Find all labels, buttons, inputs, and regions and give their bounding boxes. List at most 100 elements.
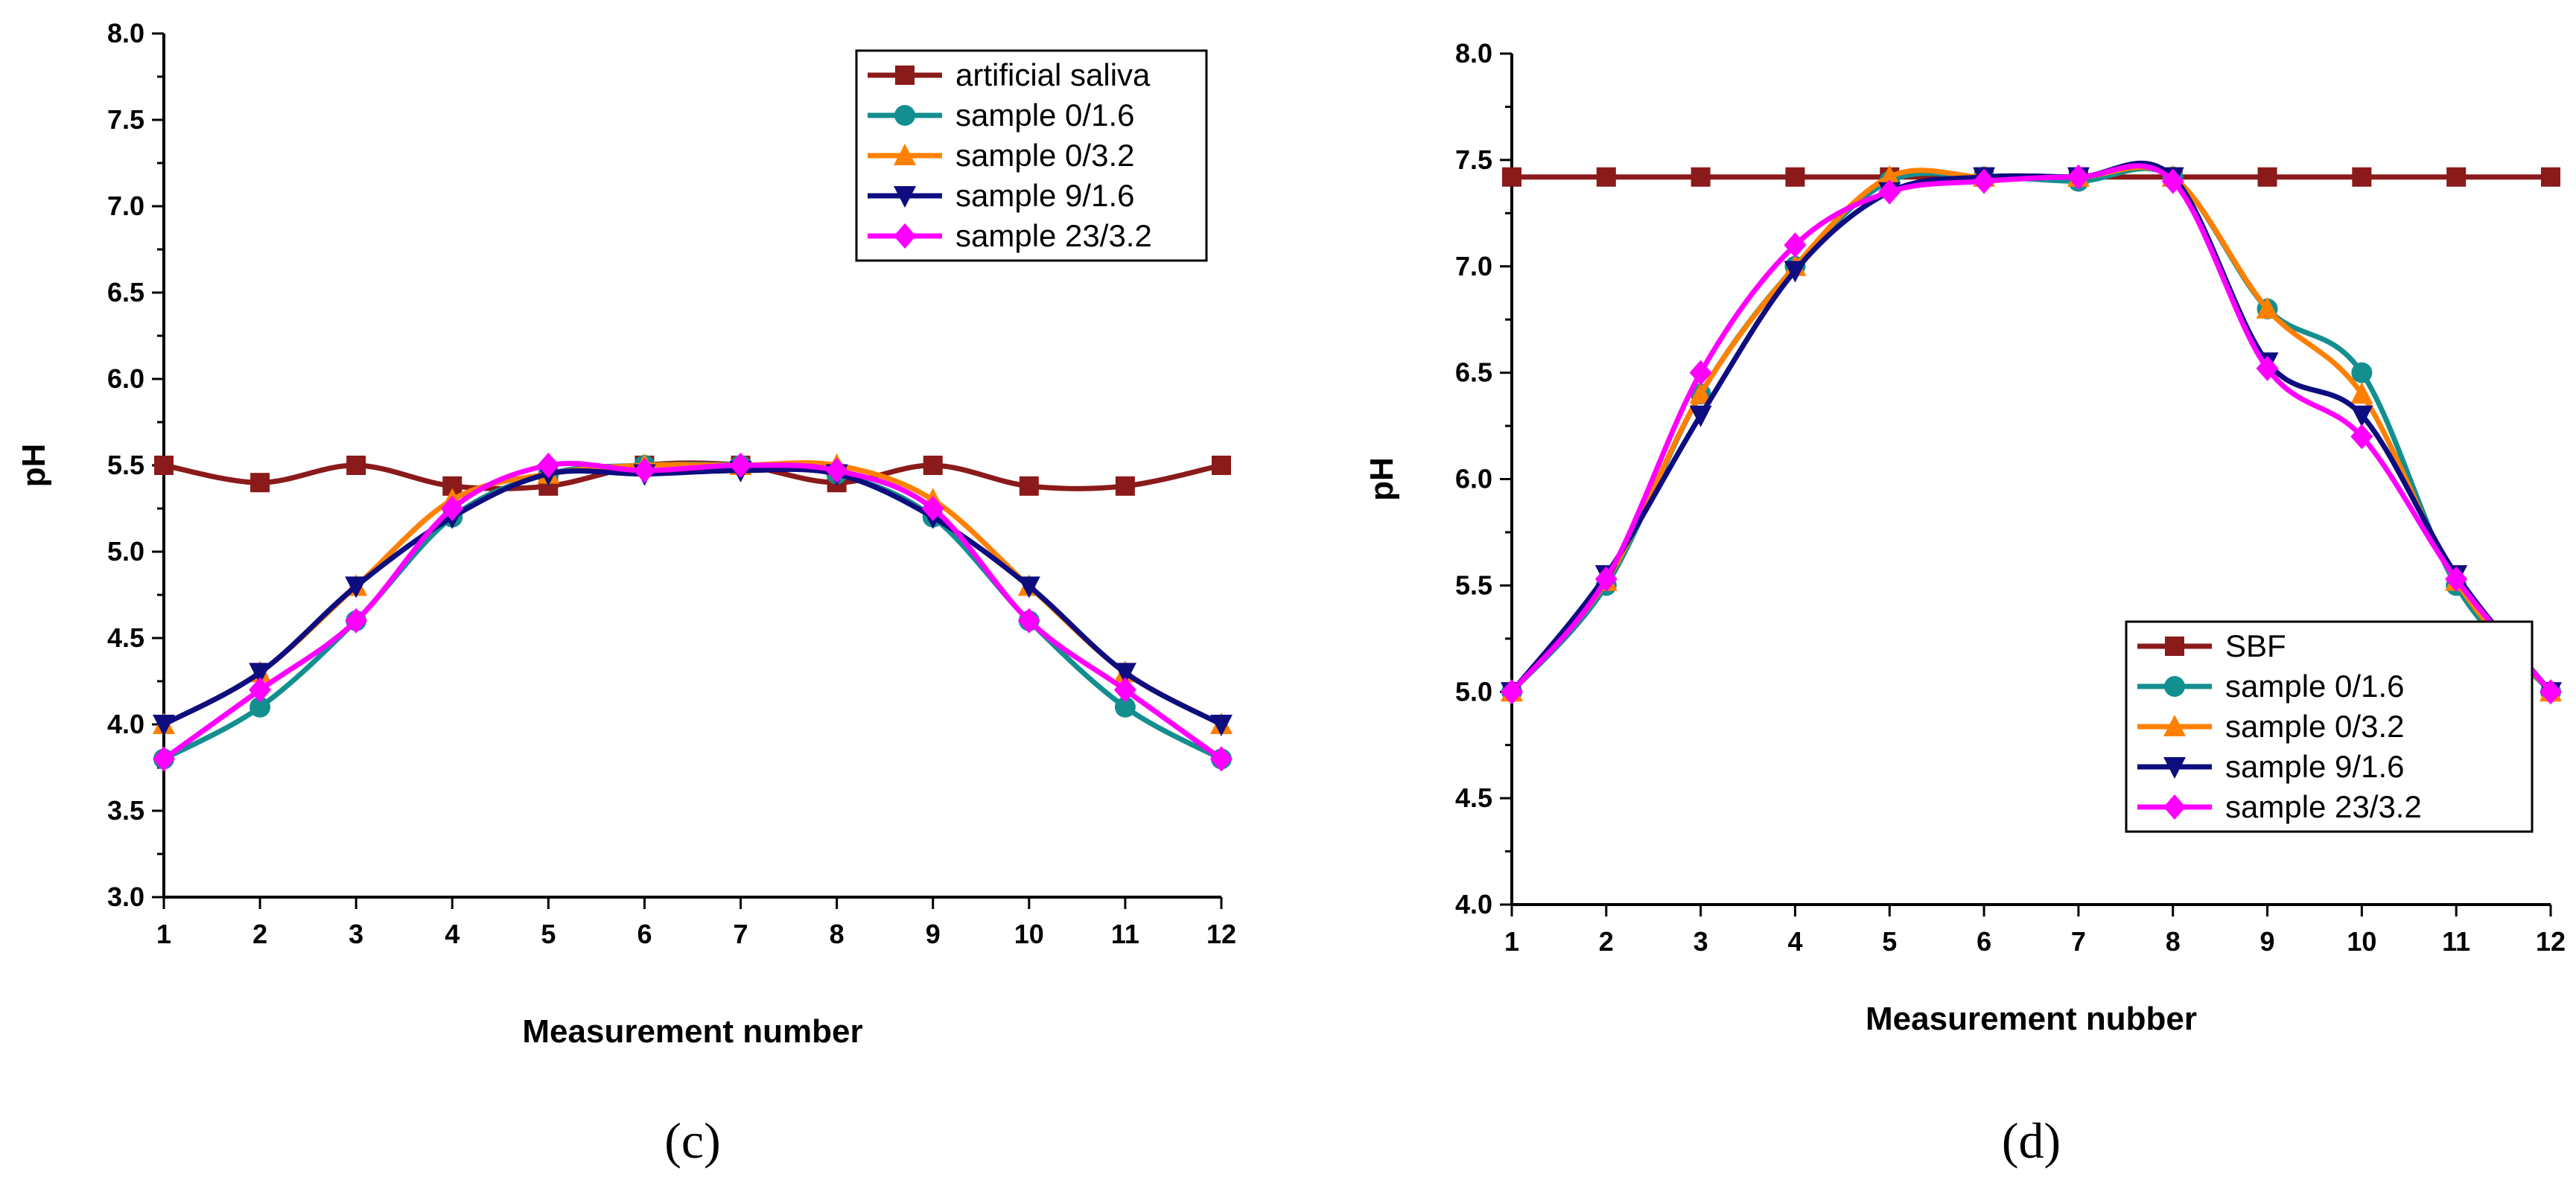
y-axis-title: pH <box>16 444 52 488</box>
data-point <box>2445 566 2468 592</box>
data-point <box>153 746 175 772</box>
data-point <box>2351 362 2373 383</box>
data-point <box>2350 382 2373 404</box>
data-point <box>345 608 368 634</box>
legend-label: sample 23/3.2 <box>2225 789 2422 824</box>
series-sample-0-3-2 <box>153 453 1233 734</box>
y-axis-title: pH <box>1364 457 1400 501</box>
data-point <box>153 715 175 736</box>
chart-panel-d: 4.04.55.05.56.06.57.07.58.01 2 3 4 5 6 7 8 9 10 11… <box>1364 38 2566 1169</box>
series-line-sample-23-3-2 <box>161 461 1224 762</box>
legend-label: sample 9/1.6 <box>955 178 1134 213</box>
y-tick-label: 6.5 <box>107 277 144 307</box>
x-tick-label: 3 <box>349 919 363 949</box>
data-point <box>921 496 944 521</box>
x-tick-label: 5 <box>541 919 556 949</box>
data-point <box>1019 476 1039 496</box>
data-point <box>633 457 656 483</box>
series-line-sample-9-1-6 <box>161 466 1224 727</box>
x-tick-label: 3 <box>1694 926 1708 957</box>
data-point <box>1689 405 1712 427</box>
series-line-sample-9-1-6 <box>1509 160 2554 695</box>
x-tick-label: 2 <box>252 919 267 949</box>
data-point <box>346 456 366 475</box>
x-tick-label: 10 <box>1014 919 1044 949</box>
data-point <box>1973 168 1996 194</box>
x-tick-label: 5 <box>1882 926 1897 957</box>
legend-marker <box>895 66 915 85</box>
series-sample-0-1-6 <box>153 455 1232 770</box>
data-point <box>1017 608 1040 634</box>
data-point <box>1878 179 1901 205</box>
data-point <box>249 696 271 718</box>
x-tick-label: 6 <box>637 919 652 949</box>
data-point <box>1113 663 1136 685</box>
data-point <box>2256 355 2279 381</box>
legend-marker <box>894 186 916 208</box>
x-tick-label: 12 <box>1206 919 1236 949</box>
x-axis-title: Measurement nubber <box>1866 1001 2197 1037</box>
legend-label: SBF <box>2225 628 2286 663</box>
x-tick-label: 11 <box>1111 919 1139 949</box>
data-point <box>1501 679 1523 705</box>
y-tick-label: 4.5 <box>1455 782 1492 813</box>
data-point <box>1689 382 1712 404</box>
legend-marker <box>894 144 916 165</box>
data-point <box>1502 167 1521 187</box>
data-point <box>923 456 943 475</box>
data-point <box>2161 168 2184 194</box>
data-point <box>1691 167 1711 187</box>
data-point <box>249 663 272 685</box>
y-tick-label: 8.0 <box>1455 38 1492 68</box>
data-point <box>729 453 752 478</box>
data-point <box>154 456 174 475</box>
data-point <box>1017 576 1040 599</box>
legend-marker <box>2163 715 2186 736</box>
legend-marker <box>2165 637 2184 656</box>
legend-marker <box>2163 794 2186 820</box>
y-tick-label: 6.0 <box>1455 464 1492 494</box>
data-point <box>1114 696 1136 718</box>
series-line-sample-0-1-6 <box>1509 165 2554 695</box>
series-sample-9-1-6 <box>153 460 1233 736</box>
data-point <box>2256 296 2279 319</box>
data-point <box>1210 746 1233 772</box>
data-point <box>1113 677 1136 703</box>
data-point <box>1785 167 1805 187</box>
x-tick-label: 1 <box>156 919 171 949</box>
data-point <box>537 453 560 478</box>
data-point <box>1210 715 1233 736</box>
series-sample-23-3-2 <box>1501 163 2562 705</box>
x-tick-label: 2 <box>1599 926 1614 957</box>
data-point <box>2541 167 2560 187</box>
data-point <box>1596 167 1616 187</box>
series-line-sample-0-3-2 <box>1509 165 2554 695</box>
x-tick-label: 9 <box>2260 926 2275 957</box>
y-tick-label: 7.0 <box>107 191 144 221</box>
y-tick-label: 6.5 <box>1455 357 1492 388</box>
y-tick-label: 3.5 <box>107 795 144 826</box>
legend-marker <box>2163 757 2186 779</box>
x-tick-label: 1 <box>1504 926 1519 957</box>
y-tick-label: 4.5 <box>107 622 144 653</box>
x-tick-label: 4 <box>1787 926 1802 957</box>
y-tick-label: 4.0 <box>1455 889 1492 919</box>
data-point <box>250 473 270 493</box>
x-tick-label: 7 <box>734 919 748 949</box>
x-tick-label: 4 <box>445 919 459 949</box>
y-tick-label: 5.0 <box>1455 676 1492 707</box>
y-tick-label: 4.0 <box>107 709 144 739</box>
legend: SBF sample 0/1.6 sample 0/3.2 sample 9/1.6 s… <box>2125 620 2534 833</box>
legend-label: artificial saliva <box>955 57 1151 92</box>
y-tick-label: 6.0 <box>107 363 144 394</box>
data-point <box>249 677 272 703</box>
y-tick-label: 5.0 <box>107 536 144 567</box>
series-line-sample-0-3-2 <box>161 460 1224 727</box>
data-point <box>2350 405 2373 427</box>
data-point <box>1115 476 1135 496</box>
y-tick-label: 8.0 <box>107 18 144 48</box>
data-point <box>1594 566 1618 592</box>
series-line-sample-23-3-2 <box>1509 163 2554 695</box>
legend-marker <box>894 105 915 126</box>
x-tick-label: 8 <box>830 919 845 949</box>
